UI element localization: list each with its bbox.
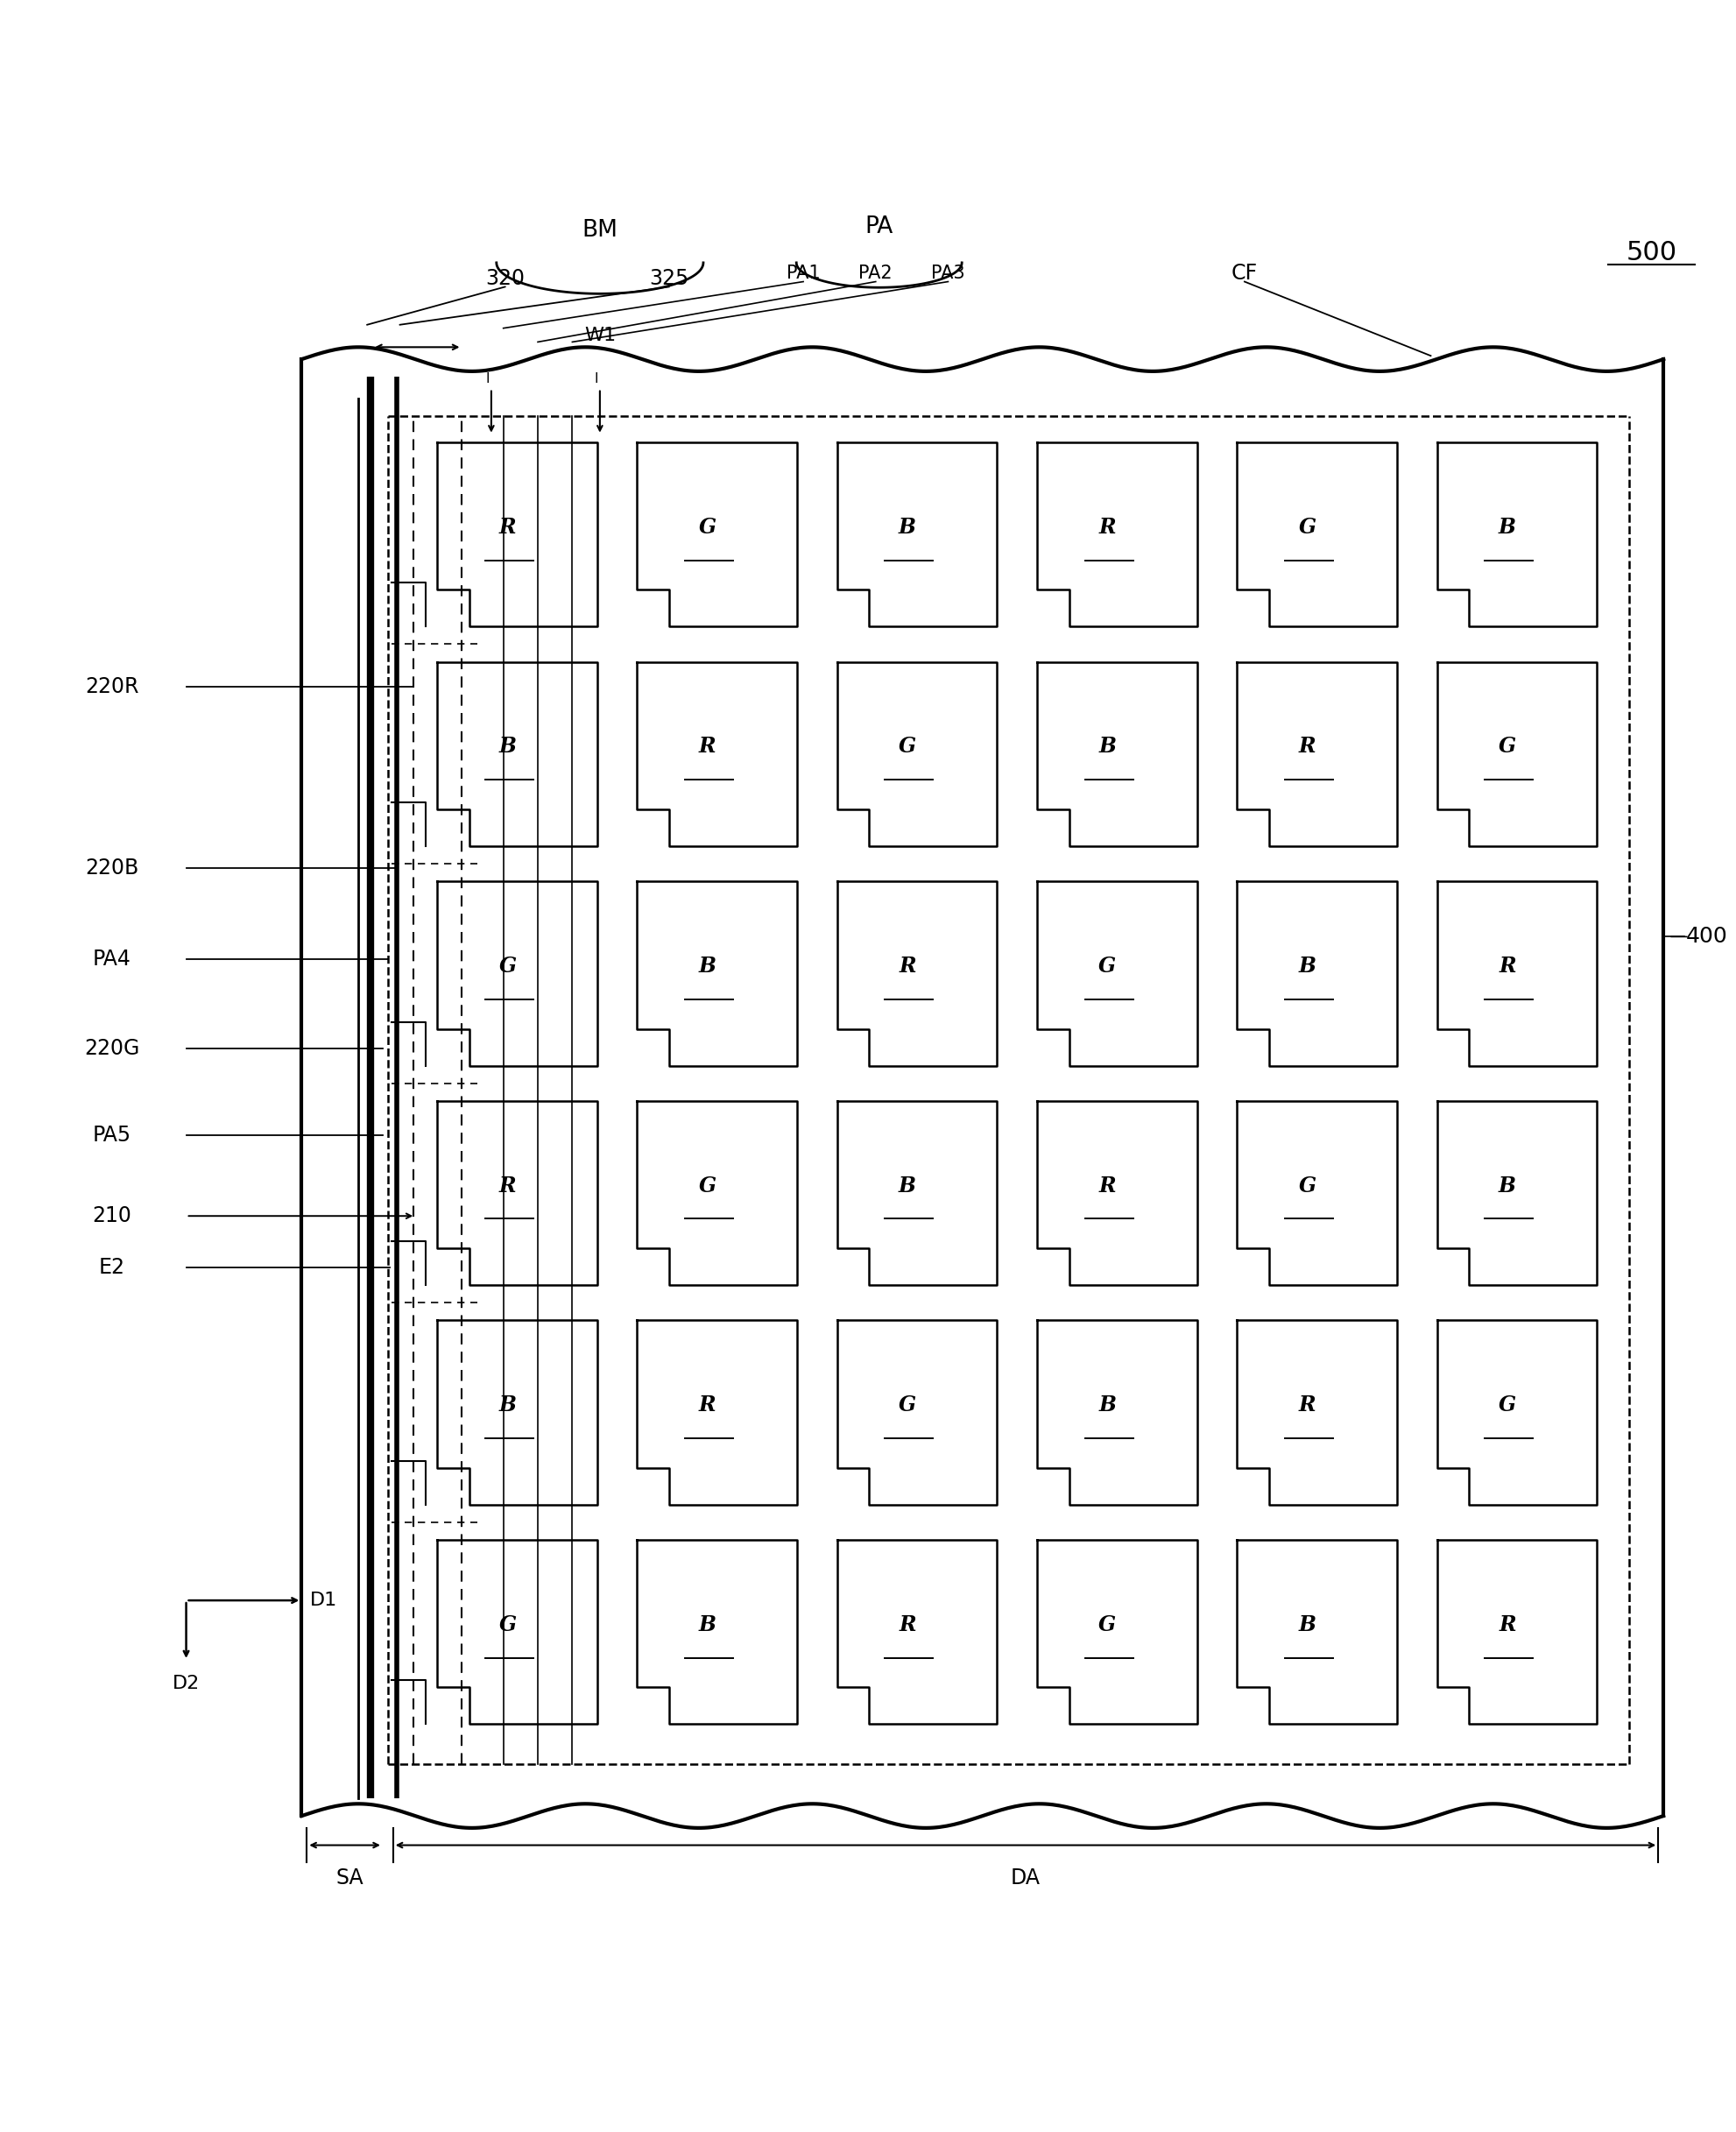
Text: G: G — [1498, 736, 1516, 757]
Text: R: R — [1498, 1614, 1516, 1635]
Text: R: R — [1498, 955, 1516, 976]
Text: D1: D1 — [311, 1593, 337, 1610]
Text: R: R — [1299, 736, 1316, 757]
Text: 320: 320 — [486, 269, 524, 288]
Text: B: B — [698, 1614, 717, 1635]
Text: G: G — [1299, 516, 1316, 537]
Text: E2: E2 — [99, 1258, 125, 1279]
Text: PA2: PA2 — [859, 264, 892, 281]
Text: 220B: 220B — [85, 857, 139, 878]
Text: G: G — [498, 1614, 516, 1635]
Text: B: B — [899, 516, 917, 537]
Text: R: R — [1299, 1394, 1316, 1416]
Text: G: G — [698, 516, 717, 537]
Text: PA5: PA5 — [92, 1124, 132, 1145]
Text: CF: CF — [1231, 262, 1259, 284]
Text: B: B — [498, 1394, 516, 1416]
Text: G: G — [899, 1394, 917, 1416]
Text: BM: BM — [582, 220, 618, 243]
Text: PA4: PA4 — [92, 949, 132, 970]
Text: 325: 325 — [649, 269, 689, 288]
Text: R: R — [498, 1175, 516, 1196]
Text: 210: 210 — [92, 1205, 132, 1226]
Text: PA: PA — [865, 215, 894, 239]
Text: B: B — [1099, 736, 1116, 757]
Text: 220G: 220G — [85, 1038, 141, 1060]
Text: R: R — [1099, 1175, 1116, 1196]
Text: G: G — [1099, 1614, 1116, 1635]
Text: I: I — [486, 371, 490, 386]
Text: I: I — [594, 371, 599, 386]
Text: R: R — [899, 1614, 917, 1635]
Text: B: B — [1498, 516, 1516, 537]
Text: B: B — [1299, 1614, 1316, 1635]
Text: G: G — [1299, 1175, 1316, 1196]
Text: 220R: 220R — [85, 676, 139, 697]
Text: G: G — [899, 736, 917, 757]
Text: G: G — [1498, 1394, 1516, 1416]
Text: R: R — [700, 1394, 715, 1416]
Text: B: B — [698, 955, 717, 976]
Text: DA: DA — [1010, 1868, 1040, 1889]
Text: R: R — [1099, 516, 1116, 537]
Text: W1: W1 — [583, 326, 616, 343]
Text: R: R — [700, 736, 715, 757]
Text: R: R — [498, 516, 516, 537]
Text: 500: 500 — [1627, 239, 1677, 264]
Text: B: B — [1498, 1175, 1516, 1196]
Text: PA3: PA3 — [930, 264, 965, 281]
Text: B: B — [498, 736, 516, 757]
Text: R: R — [899, 955, 917, 976]
Text: PA1: PA1 — [786, 264, 819, 281]
Text: 400: 400 — [1686, 925, 1727, 947]
Text: B: B — [899, 1175, 917, 1196]
Text: B: B — [1299, 955, 1316, 976]
Text: G: G — [698, 1175, 717, 1196]
Text: D2: D2 — [172, 1674, 200, 1693]
Text: SA: SA — [337, 1868, 365, 1889]
Text: B: B — [1099, 1394, 1116, 1416]
Text: G: G — [1099, 955, 1116, 976]
Text: G: G — [498, 955, 516, 976]
